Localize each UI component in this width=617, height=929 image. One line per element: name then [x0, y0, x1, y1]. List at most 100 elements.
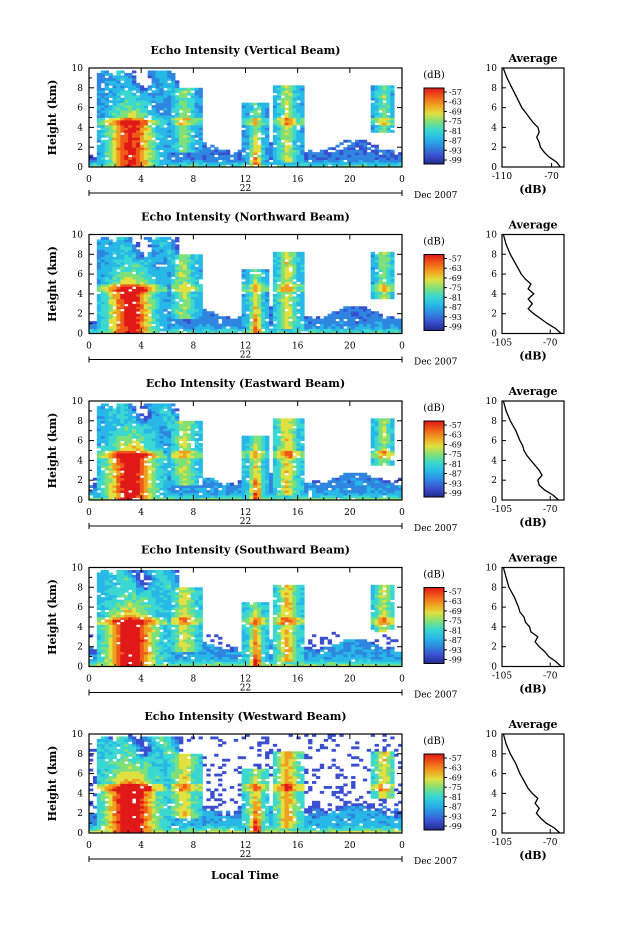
heatmap-cell	[245, 127, 250, 131]
heatmap-cell	[362, 331, 368, 334]
heatmap-cell	[120, 246, 125, 250]
heatmap-cell	[398, 154, 403, 158]
heatmap-cell	[272, 293, 278, 297]
heatmap-cell	[331, 159, 336, 163]
heatmap-cell	[202, 480, 207, 484]
heatmap-cell	[280, 445, 286, 449]
heatmap-cell	[159, 281, 164, 285]
heatmap-cell	[120, 405, 125, 409]
heatmap-cell	[171, 443, 176, 446]
heatmap-cell	[116, 460, 121, 464]
heatmap-cell	[382, 264, 387, 268]
heatmap-cell	[366, 157, 372, 160]
heatmap-cell	[128, 448, 133, 451]
heatmap-cell	[253, 117, 258, 121]
heatmap-cell	[182, 313, 188, 317]
heatmap-cell	[100, 497, 106, 501]
heatmap-cell	[178, 482, 184, 486]
heatmap-cell	[143, 157, 149, 160]
heatmap-cell	[147, 129, 152, 133]
heatmap-cell	[171, 413, 176, 417]
heatmap-cell	[229, 159, 235, 163]
heatmap-cell	[135, 477, 141, 481]
heatmap-cell	[104, 433, 109, 437]
heatmap-cell	[155, 308, 160, 312]
heatmap-cell	[155, 410, 160, 414]
heatmap-cell	[155, 413, 160, 417]
heatmap-cell	[124, 462, 129, 466]
heatmap-cell	[194, 467, 199, 471]
heatmap-cell	[284, 87, 289, 91]
heatmap-cell	[296, 279, 301, 282]
heatmap-cell	[124, 159, 129, 163]
heatmap-cell	[108, 152, 113, 156]
heatmap-cell	[159, 251, 164, 255]
heatmap-cell	[186, 256, 192, 260]
heatmap-cell	[135, 144, 141, 148]
heatmap-cell	[96, 87, 102, 91]
heatmap-cell	[112, 465, 117, 469]
heatmap-cell	[147, 274, 152, 277]
heatmap-cell	[178, 291, 184, 295]
heatmap-cell	[272, 311, 278, 315]
heatmap-cell	[280, 149, 286, 153]
heatmap-cell	[374, 286, 379, 290]
heatmap-cell	[171, 97, 176, 101]
heatmap-cell	[112, 462, 117, 466]
heatmap-cell	[284, 256, 289, 260]
heatmap-cell	[288, 137, 293, 141]
heatmap-cell	[378, 328, 383, 332]
heatmap-cell	[276, 115, 282, 118]
heatmap-cell	[194, 97, 199, 101]
heatmap-cell	[190, 276, 196, 280]
heatmap-cell	[272, 266, 278, 270]
heatmap-cell	[358, 328, 364, 332]
heatmap-cell	[276, 286, 282, 290]
heatmap-cell	[210, 490, 215, 493]
heatmap-cell	[116, 80, 121, 84]
heatmap-cell	[175, 308, 180, 312]
heatmap-cell	[265, 487, 270, 491]
heatmap-cell	[241, 296, 246, 300]
heatmap-cell	[171, 313, 176, 317]
heatmap-cell	[253, 274, 258, 277]
heatmap-cell	[206, 162, 211, 165]
heatmap-cell	[124, 122, 129, 126]
heatmap-cell	[108, 105, 113, 108]
heatmap-cell	[171, 286, 176, 290]
heatmap-cell	[167, 134, 172, 138]
heatmap-cell	[186, 254, 192, 258]
heatmap-cell	[171, 311, 176, 315]
heatmap-cell	[261, 112, 266, 116]
heatmap-cell	[163, 244, 168, 248]
heatmap-cell	[265, 465, 270, 469]
heatmap-cell	[151, 316, 156, 320]
heatmap-cell	[351, 164, 356, 168]
heatmap-cell	[202, 162, 207, 165]
heatmap-cell	[96, 251, 102, 255]
heatmap-cell	[116, 497, 121, 501]
heatmap-cell	[292, 286, 297, 290]
heatmap-cell	[100, 452, 106, 456]
heatmap-cell	[92, 477, 98, 481]
heatmap-cell	[265, 462, 270, 466]
heatmap-cell	[159, 241, 164, 245]
heatmap-cell	[327, 162, 332, 165]
heatmap-cell	[237, 164, 242, 168]
heatmap-cell	[370, 271, 376, 275]
heatmap-cell	[171, 477, 176, 481]
heatmap-cell	[132, 256, 137, 260]
heatmap-cell	[182, 87, 188, 91]
heatmap-cell	[288, 331, 293, 334]
heatmap-cell	[135, 472, 141, 476]
heatmap-cell	[96, 241, 102, 245]
heatmap-cell	[108, 157, 113, 160]
heatmap-cell	[182, 129, 188, 133]
heatmap-cell	[147, 293, 152, 297]
heatmap-cell	[198, 256, 203, 260]
heatmap-cell	[261, 147, 266, 151]
heatmap-cell	[159, 443, 164, 446]
heatmap-cell	[182, 433, 188, 437]
heatmap-cell	[163, 423, 168, 427]
heatmap-cell	[132, 405, 137, 409]
